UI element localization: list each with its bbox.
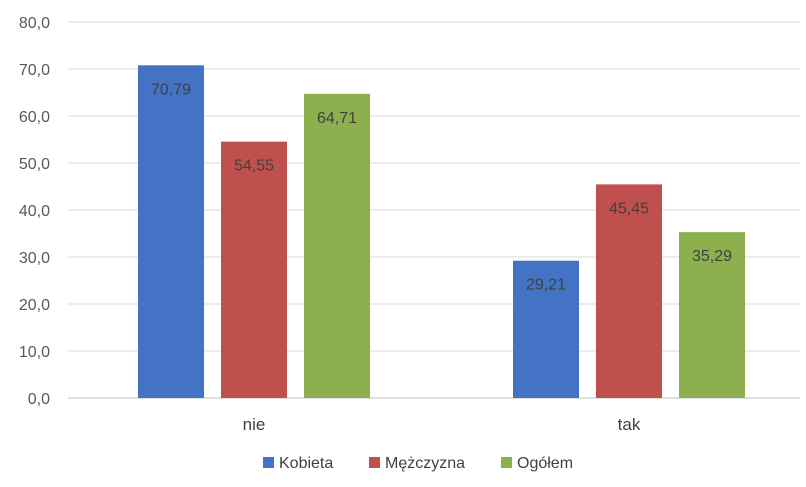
- category-label: tak: [618, 415, 641, 434]
- y-tick-label: 50,0: [19, 156, 50, 173]
- legend-swatch: [263, 457, 274, 468]
- y-tick-label: 20,0: [19, 297, 50, 314]
- category-label: nie: [243, 415, 266, 434]
- legend-label: Kobieta: [279, 455, 333, 472]
- bar-nie-2: [304, 93, 370, 398]
- y-tick-label: 30,0: [19, 250, 50, 267]
- y-tick-label: 10,0: [19, 344, 50, 361]
- y-tick-label: 80,0: [19, 15, 50, 32]
- data-label: 70,79: [151, 81, 191, 98]
- y-tick-label: 40,0: [19, 203, 50, 220]
- data-label: 54,55: [234, 158, 274, 175]
- y-axis-ticks: 0,0 10,0 20,0 30,0 40,0 50,0 60,0 70,0 80,0: [19, 15, 50, 408]
- legend-swatch: [501, 457, 512, 468]
- data-label: 29,21: [526, 277, 566, 294]
- y-tick-label: 0,0: [28, 391, 50, 408]
- bar-tak-2: [679, 232, 745, 398]
- bar-tak-0: [513, 260, 579, 398]
- data-labels: 70,79 54,55 64,71 29,21 45,45 35,29: [151, 81, 732, 293]
- bar-nie-1: [221, 141, 287, 399]
- bar-tak-1: [596, 184, 662, 398]
- legend-label: Mężczyzna: [385, 455, 465, 472]
- legend: Kobieta Mężczyzna Ogółem: [263, 455, 573, 472]
- data-label: 45,45: [609, 200, 649, 217]
- x-axis-categories: nie tak: [243, 415, 641, 434]
- y-tick-label: 70,0: [19, 62, 50, 79]
- legend-label: Ogółem: [517, 455, 573, 472]
- data-label: 35,29: [692, 248, 732, 265]
- y-tick-label: 60,0: [19, 109, 50, 126]
- data-label: 64,71: [317, 110, 357, 127]
- bars: [138, 65, 745, 399]
- legend-swatch: [369, 457, 380, 468]
- bar-nie-0: [138, 65, 204, 399]
